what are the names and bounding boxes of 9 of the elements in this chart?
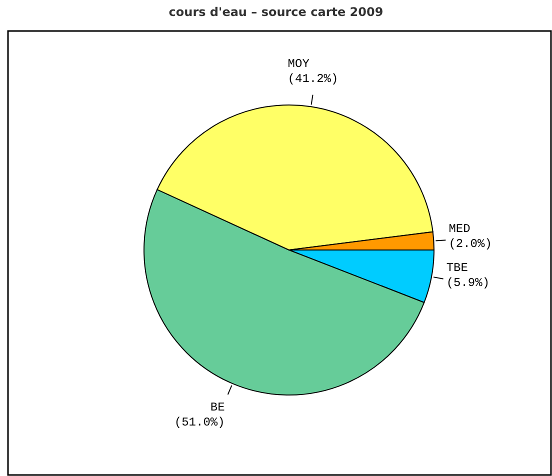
slice-label: BE xyxy=(210,400,225,415)
data-label: (51.0%) xyxy=(174,416,225,430)
data-label: (41.2%) xyxy=(288,72,338,86)
slice-label: TBE xyxy=(446,260,468,275)
slice-label: MED xyxy=(448,222,470,236)
slice-label: MOY xyxy=(288,56,310,71)
data-label: (2.0%) xyxy=(448,237,492,252)
chart-title: cours d'eau – source carte 2009 xyxy=(168,5,384,19)
data-label: (5.9%) xyxy=(446,276,490,290)
